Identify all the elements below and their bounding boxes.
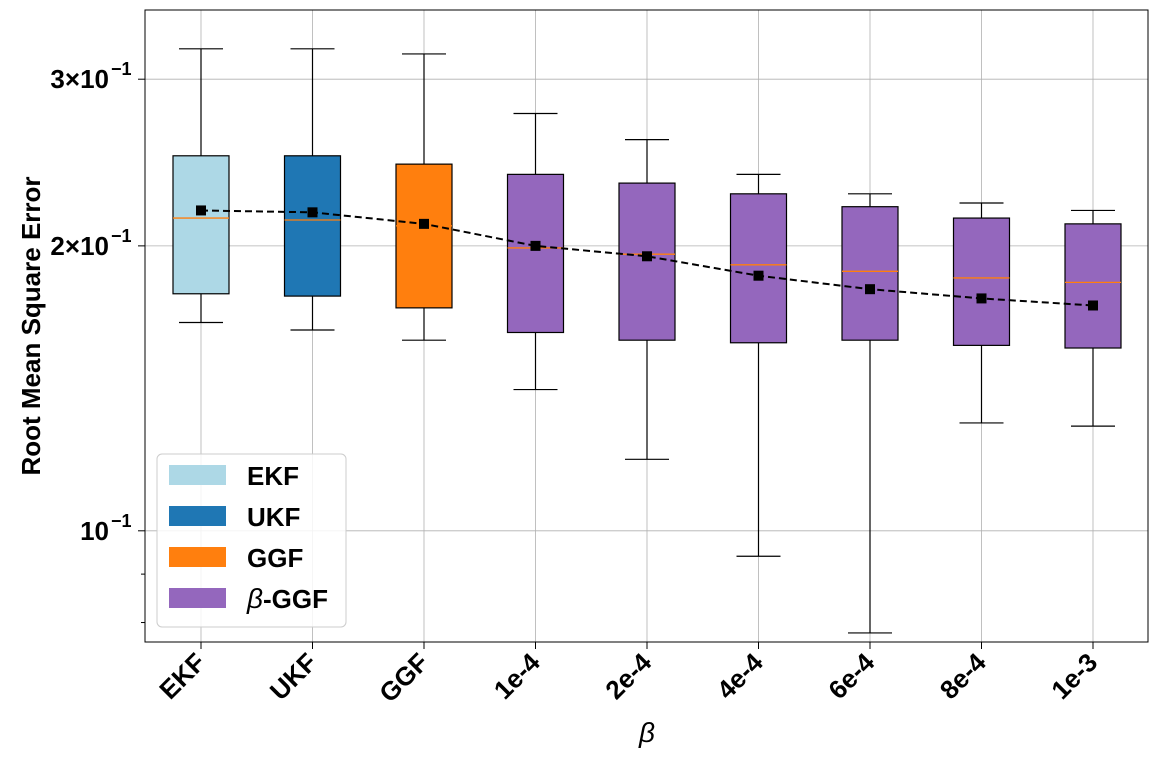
box-iqr xyxy=(506,173,565,334)
mean-marker xyxy=(419,218,429,229)
box-iqr xyxy=(172,155,230,295)
mean-trend-line xyxy=(200,209,1094,307)
y-tick-label: 2×10 −1 xyxy=(50,226,131,261)
legend-entry: β-GGF xyxy=(169,583,328,614)
box-iqr xyxy=(841,206,899,341)
box-iqr xyxy=(618,182,676,341)
legend-entry: GGF xyxy=(169,543,303,573)
y-tick-label: 10 −1 xyxy=(80,511,131,546)
legend-label-text: UKF xyxy=(247,502,300,532)
box-1e-3 xyxy=(1064,209,1122,427)
y-tick-label: 3×10 −1 xyxy=(50,59,131,94)
legend-entry: EKF xyxy=(169,461,299,491)
legend-swatch xyxy=(169,547,226,567)
box-8e-4 xyxy=(952,202,1011,424)
box-UKF xyxy=(283,48,342,331)
y-tick-exponent: −1 xyxy=(111,511,132,531)
box-iqr xyxy=(395,163,453,309)
mean-marker xyxy=(196,205,206,216)
mean-marker xyxy=(530,240,541,251)
legend-swatch xyxy=(169,465,226,485)
legend-label: UKF xyxy=(247,502,300,532)
box-iqr xyxy=(952,217,1011,346)
box-2e-4 xyxy=(618,139,676,460)
box-iqr xyxy=(729,193,788,344)
mean-marker xyxy=(1088,300,1098,311)
box-GGF xyxy=(395,53,453,341)
mean-marker xyxy=(753,270,764,281)
legend-swatch xyxy=(169,506,226,526)
y-axis-title: Root Mean Square Error xyxy=(16,176,46,475)
mean-marker xyxy=(642,251,652,262)
y-tick-base: 10 xyxy=(80,516,109,546)
legend-label-text: EKF xyxy=(247,461,299,491)
legend-label-prefix: β xyxy=(246,583,263,614)
box-4e-4 xyxy=(729,173,788,557)
mean-marker xyxy=(976,293,987,304)
legend-label: GGF xyxy=(247,543,303,573)
mean-marker xyxy=(865,284,875,295)
box-iqr xyxy=(283,155,342,297)
legend-frame xyxy=(156,453,347,628)
box-6e-4 xyxy=(841,193,899,634)
legend-label-text: -GGF xyxy=(263,584,328,614)
y-tick-exponent: −1 xyxy=(111,226,132,246)
x-axis-title: β xyxy=(638,717,655,748)
y-tick-base: 3×10 xyxy=(50,64,109,94)
legend-label: β-GGF xyxy=(246,583,328,614)
mean-marker xyxy=(307,207,318,218)
legend-label-text: GGF xyxy=(247,543,303,573)
legend-swatch xyxy=(169,588,226,608)
box-1e-4 xyxy=(506,112,565,391)
box-layer xyxy=(172,48,1122,634)
mean-layer xyxy=(196,205,1098,311)
legend: EKF UKF GGF β-GGF xyxy=(156,453,347,628)
axis-layer: EKF UKF GGF 1e-4 2e-4 4e-4 6e-4 8e-4 1e-310 −12×1… xyxy=(50,59,1103,708)
legend-entry: UKF xyxy=(169,502,300,532)
legend-label: EKF xyxy=(247,461,299,491)
box-iqr xyxy=(1064,223,1122,349)
y-tick-exponent: −1 xyxy=(111,59,132,79)
box-EKF xyxy=(172,48,230,324)
y-tick-base: 2×10 xyxy=(50,231,109,261)
